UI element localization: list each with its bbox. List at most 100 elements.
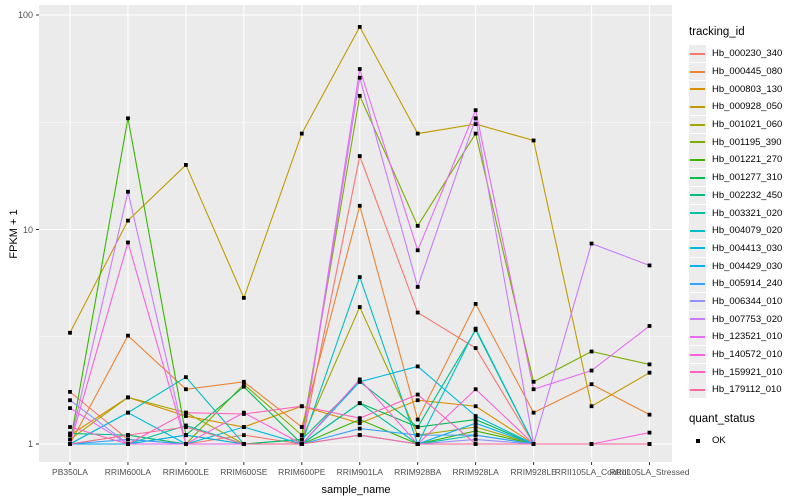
x-tick-label: RRIM600LA — [104, 467, 152, 477]
legend-entry: Hb_003321_020 — [689, 204, 799, 222]
data-point — [241, 442, 246, 446]
data-point — [473, 417, 478, 422]
data-point — [357, 67, 362, 71]
legend-entry: Hb_000803_130 — [689, 80, 799, 98]
data-point — [589, 404, 594, 409]
legend-title: tracking_id — [689, 26, 745, 38]
data-point — [357, 421, 362, 426]
data-point — [68, 431, 72, 436]
legend-key-line-icon — [689, 63, 706, 81]
legend-entries: Hb_000230_340 Hb_000445_080 Hb_000803_130 H… — [689, 45, 799, 399]
x-tick-label: RRIM928LE — [510, 467, 557, 477]
data-point — [241, 433, 246, 438]
data-point — [415, 417, 420, 422]
legend-key-line-icon — [689, 381, 706, 399]
legend-label: Hb_159921_010 — [712, 366, 783, 378]
data-point — [473, 404, 478, 409]
legend-entry: Hb_000928_050 — [689, 98, 799, 116]
ok-point-icon — [689, 432, 706, 449]
legend-key-line-icon — [689, 363, 706, 381]
data-point — [357, 154, 362, 158]
data-point — [184, 414, 188, 418]
quant-status-legend-entry: OK — [689, 432, 799, 450]
legend-label: Hb_000928_050 — [712, 101, 783, 113]
legend-label: Hb_004079_020 — [712, 225, 783, 237]
legend-key-line-icon — [689, 222, 706, 240]
x-tick-label: RRIM600PE — [278, 467, 326, 477]
data-point — [68, 437, 72, 442]
legend-entry: Hb_001195_390 — [689, 133, 799, 151]
data-point — [473, 414, 478, 418]
legend-label: Hb_001195_390 — [712, 136, 782, 148]
data-point — [357, 75, 362, 80]
data-point — [126, 442, 130, 446]
legend-key-line-icon — [689, 98, 706, 116]
data-point — [126, 218, 130, 223]
data-point — [473, 122, 478, 127]
legend-label: Hb_007753_020 — [712, 313, 783, 325]
data-point — [184, 387, 188, 392]
data-point — [647, 362, 652, 367]
legend-key-line-icon — [689, 310, 706, 328]
data-point — [299, 433, 304, 438]
data-point — [531, 379, 536, 384]
x-tick-label: RRII105LA_Stressed — [609, 467, 690, 477]
data-point — [589, 349, 594, 354]
data-point — [531, 387, 536, 392]
data-point — [357, 401, 362, 406]
data-point — [473, 108, 478, 113]
data-point — [473, 442, 478, 446]
data-point — [184, 163, 188, 167]
quant-status-legend-title: quant_status — [689, 412, 755, 425]
x-tick-label: PB350LA — [52, 467, 88, 477]
data-point — [357, 379, 362, 384]
legend-entry: Hb_159921_010 — [689, 363, 799, 381]
data-point — [473, 387, 478, 392]
legend-label: Hb_140572_010 — [712, 349, 783, 361]
data-point — [473, 437, 478, 442]
legend-label: Hb_000803_130 — [712, 83, 783, 95]
data-point — [415, 310, 420, 315]
data-point — [415, 398, 420, 403]
data-point — [589, 241, 594, 246]
data-point — [299, 437, 304, 442]
legend-entry: Hb_000445_080 — [689, 63, 799, 81]
data-point — [68, 389, 72, 394]
data-point — [647, 442, 652, 446]
data-point — [473, 421, 478, 426]
data-point — [299, 131, 304, 136]
data-point — [531, 410, 536, 415]
legend-key-line-icon — [689, 328, 706, 346]
data-point — [241, 295, 246, 300]
legend-entry: Hb_001221_270 — [689, 151, 799, 169]
data-point — [126, 333, 130, 338]
legend-label: Hb_123521_010 — [712, 331, 783, 343]
y-tick-label: 1 — [27, 439, 33, 449]
legend-entry: Hb_001021_060 — [689, 116, 799, 134]
data-point — [126, 189, 130, 194]
legend-entry: Hb_005914_240 — [689, 275, 799, 293]
legend-label: Hb_003321_020 — [712, 207, 783, 219]
legend-entry: Hb_004413_030 — [689, 239, 799, 258]
legend-key-line-icon — [689, 204, 706, 222]
legend: tracking_id Hb_000230_340 Hb_000445_080 Hb… — [689, 26, 799, 449]
legend-entry: Hb_007753_020 — [689, 310, 799, 328]
data-point — [126, 437, 130, 442]
data-point — [241, 382, 246, 387]
data-point — [473, 429, 478, 433]
data-point — [357, 25, 362, 29]
data-point — [415, 285, 420, 289]
data-point — [357, 305, 362, 309]
legend-label: Hb_001021_060 — [712, 119, 783, 131]
data-point — [415, 442, 420, 446]
data-point — [647, 263, 652, 268]
data-point — [241, 384, 246, 389]
x-tick-label: RRIM600SE — [220, 467, 268, 477]
legend-label: Hb_005914_240 — [712, 278, 783, 290]
data-point — [473, 346, 478, 350]
data-point — [299, 442, 304, 446]
data-point — [357, 377, 362, 382]
legend-label: Hb_000445_080 — [712, 66, 783, 78]
data-point — [184, 425, 188, 429]
